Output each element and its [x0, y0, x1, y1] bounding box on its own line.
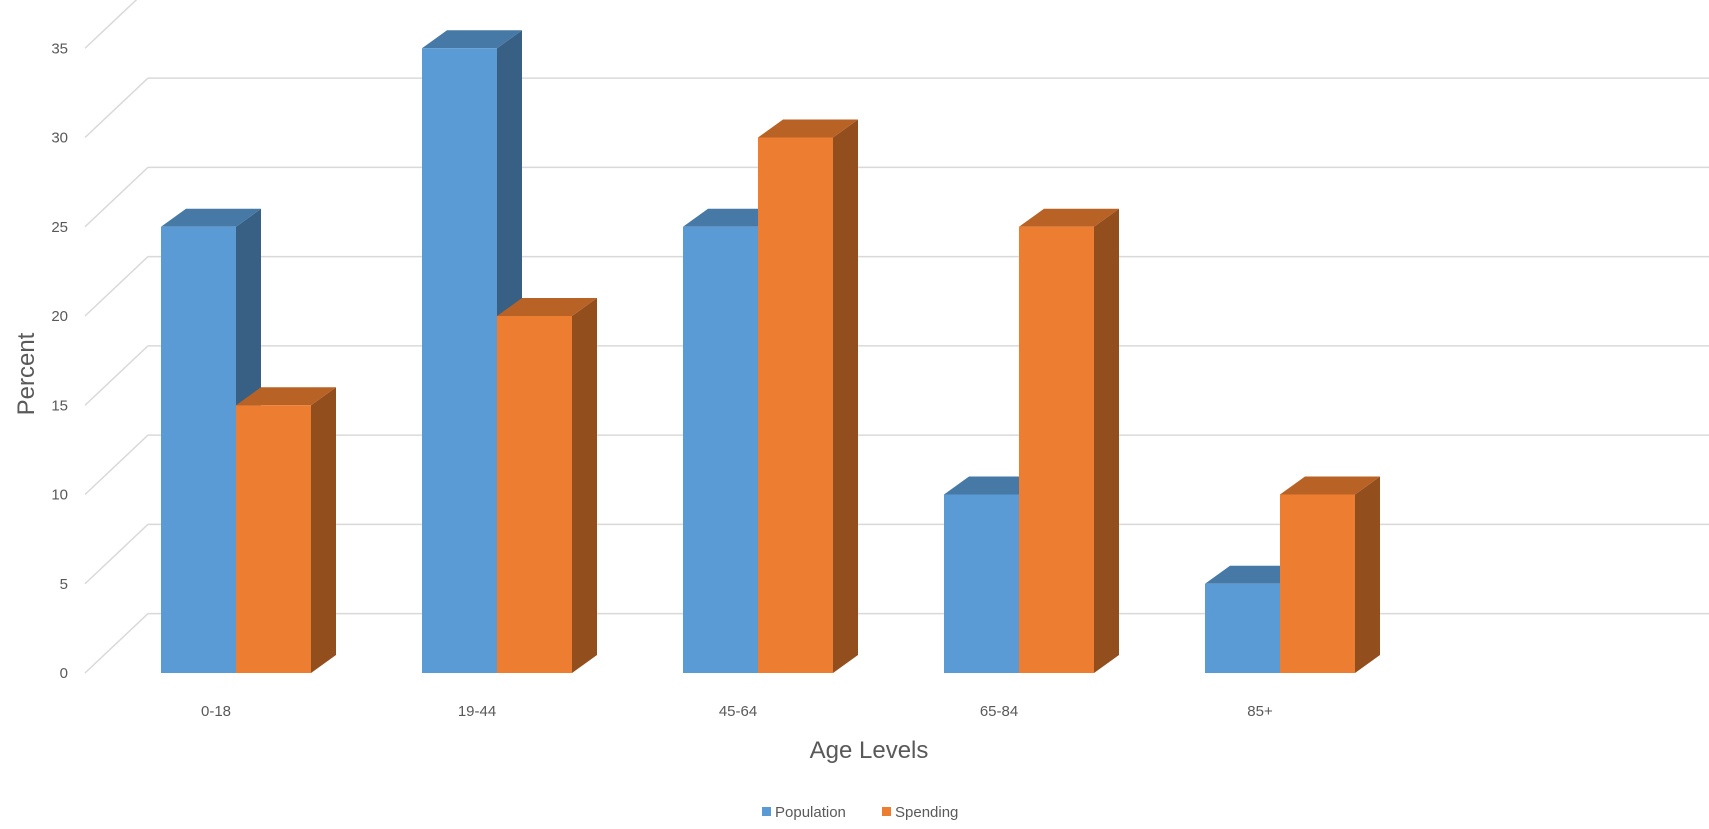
- gridline-diagonal: [84, 345, 149, 406]
- y-tick-label: 15: [51, 397, 68, 414]
- bar-top: [1019, 208, 1119, 227]
- bar-front: [683, 226, 758, 673]
- bar-front: [497, 316, 572, 673]
- x-tick-label: 0-18: [201, 703, 231, 720]
- bar-front: [161, 226, 236, 673]
- gridline-diagonal: [84, 0, 138, 49]
- legend-swatch: [882, 807, 891, 816]
- gridline-diagonal: [84, 166, 149, 228]
- y-tick-label: 0: [60, 665, 68, 682]
- bar-front: [422, 48, 497, 673]
- gridlines: [84, 0, 1709, 674]
- x-tick-label: 85+: [1247, 703, 1273, 720]
- legend-item-spending: Spending: [882, 804, 958, 821]
- bar-side: [311, 387, 336, 673]
- bar-front: [236, 405, 311, 673]
- bar-spending-45-64: [758, 119, 858, 673]
- gridline-diagonal: [84, 434, 149, 496]
- bar-front: [1019, 226, 1094, 673]
- y-tick-label: 10: [51, 487, 68, 504]
- gridline-diagonal: [84, 256, 149, 317]
- bar-top: [236, 387, 336, 406]
- bar-spending-65-84: [1019, 208, 1119, 673]
- y-axis-title: Percent: [13, 332, 40, 415]
- y-tick-label: 30: [51, 130, 68, 147]
- bars: [161, 30, 1380, 673]
- x-axis-ticks: 0-18 19-44 45-64 65-84 85+: [201, 703, 1273, 720]
- legend-label: Population: [775, 804, 846, 821]
- bar-side: [1094, 208, 1119, 673]
- bar-front: [1280, 494, 1355, 673]
- bar-spending-0-18: [236, 387, 336, 673]
- bar-top: [1280, 476, 1380, 495]
- bar-top: [758, 119, 858, 138]
- legend-label: Spending: [895, 804, 958, 821]
- bar-top: [161, 208, 261, 227]
- bar-top: [497, 298, 597, 316]
- y-tick-label: 35: [51, 40, 68, 57]
- x-tick-label: 45-64: [719, 703, 757, 720]
- x-tick-label: 19-44: [458, 703, 496, 720]
- bar-front: [758, 137, 833, 673]
- y-tick-label: 25: [51, 219, 68, 236]
- x-axis-title: Age Levels: [810, 737, 929, 764]
- bar-front: [944, 494, 1019, 673]
- legend-swatch: [762, 807, 771, 816]
- bar-spending-19-44: [497, 298, 597, 673]
- bar-spending-85+: [1280, 476, 1380, 673]
- x-tick-label: 65-84: [980, 703, 1018, 720]
- bar-side: [1355, 476, 1380, 673]
- bar-front: [1205, 583, 1280, 673]
- y-tick-label: 5: [60, 576, 68, 593]
- gridline-diagonal: [84, 523, 149, 585]
- legend-item-population: Population: [762, 804, 846, 821]
- y-tick-label: 20: [51, 308, 68, 325]
- legend: Population Spending: [762, 804, 958, 821]
- bar-side: [833, 119, 858, 673]
- bar-top: [422, 30, 522, 49]
- gridline-diagonal: [84, 77, 149, 139]
- y-axis-ticks: 0 5 10 15 20 25 30 35: [51, 40, 68, 682]
- bar-side: [572, 298, 597, 673]
- gridline-diagonal: [84, 613, 149, 674]
